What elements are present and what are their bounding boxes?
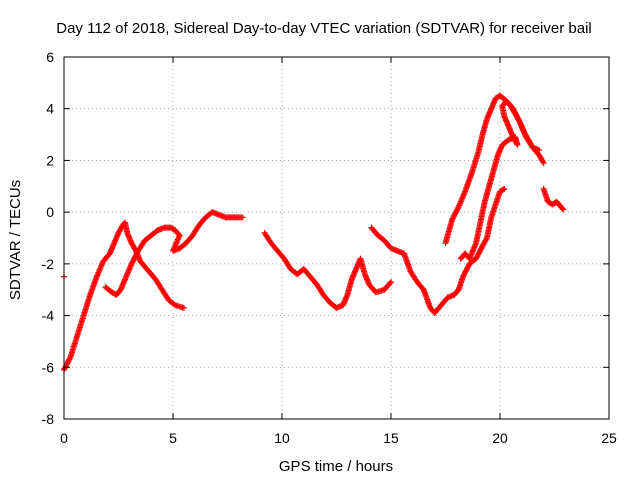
y-tick-label: 6 (46, 49, 54, 65)
y-tick-label: -2 (42, 256, 55, 272)
axis-ticks: 0 5 10 15 20 25 -8 -6 -4 -2 0 2 4 6 (42, 49, 617, 446)
series-arc-3 (102, 209, 246, 298)
y-tick-label: 0 (46, 204, 54, 220)
y-tick-label: 4 (46, 101, 54, 117)
data-point (239, 214, 246, 221)
y-tick-label: -6 (42, 359, 55, 375)
data-point (559, 205, 566, 212)
data-point (539, 158, 546, 165)
x-tick-label: 15 (383, 430, 399, 446)
x-tick-label: 25 (601, 430, 617, 446)
y-tick-label: -4 (42, 308, 55, 324)
data-point (180, 304, 187, 311)
data-point (483, 236, 490, 243)
y-axis-label: SDTVAR / TECUs (7, 180, 24, 300)
data-point (387, 280, 394, 287)
y-tick-label: -8 (42, 411, 55, 427)
x-tick-label: 5 (169, 430, 177, 446)
x-tick-label: 10 (274, 430, 290, 446)
x-tick-label: 20 (492, 430, 508, 446)
series-arc-4 (261, 229, 394, 311)
grid-lines (64, 57, 609, 419)
data-point (560, 206, 567, 213)
series-arc-2 (61, 219, 187, 373)
plot-frame (63, 56, 610, 420)
chart-title: Day 112 of 2018, Sidereal Day-to-day VTE… (56, 20, 592, 37)
data-point (515, 117, 522, 124)
series-arc-7 (457, 97, 547, 262)
data-points (61, 92, 567, 373)
x-tick-label: 0 (60, 430, 68, 446)
data-point (454, 205, 461, 212)
data-point (501, 185, 508, 192)
x-axis-label: GPS time / hours (279, 458, 393, 475)
data-point (388, 278, 394, 285)
data-point (540, 160, 547, 167)
y-tick-label: 2 (46, 152, 54, 168)
series-arc-5 (368, 185, 508, 316)
data-point (66, 355, 73, 362)
series-arc-8 (540, 185, 567, 213)
data-point (500, 186, 507, 193)
